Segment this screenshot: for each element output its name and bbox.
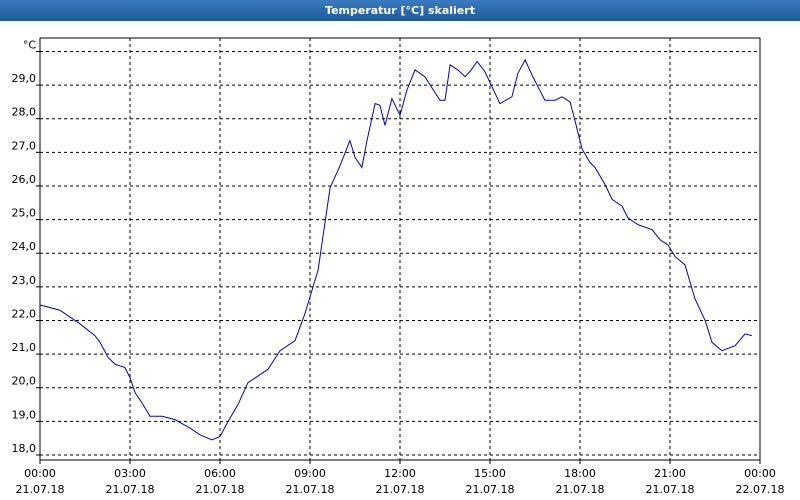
x-tick-date: 21.07.18 xyxy=(16,483,65,496)
x-tick-label: 03:00 xyxy=(114,467,146,480)
title-bar xyxy=(0,0,800,21)
y-tick-label: 22,0 xyxy=(12,307,37,320)
x-tick-date: 22.07.18 xyxy=(736,483,785,496)
x-tick-date: 21.07.18 xyxy=(646,483,695,496)
y-tick-label: 20,0 xyxy=(12,375,37,388)
chart-title: Temperatur [°C] skaliert xyxy=(325,4,475,17)
y-tick-label: 19,0 xyxy=(12,408,37,421)
temperature-line xyxy=(39,58,753,441)
y-tick-label: 18,0 xyxy=(12,442,37,455)
x-tick-label: 06:00 xyxy=(204,467,236,480)
x-tick-label: 15:00 xyxy=(474,467,506,480)
x-tick-label: 00:00 xyxy=(24,467,56,480)
x-tick-label: 12:00 xyxy=(384,467,416,480)
y-tick-label: 23,0 xyxy=(12,274,37,287)
y-tick-label: 21,0 xyxy=(12,341,37,354)
y-tick-label: 29,0 xyxy=(12,72,37,85)
x-tick-label: 18:00 xyxy=(564,467,596,480)
y-tick-label: 27,0 xyxy=(12,139,37,152)
x-tick-date: 21.07.18 xyxy=(556,483,605,496)
x-tick-label: 09:00 xyxy=(294,467,326,480)
x-tick-date: 21.07.18 xyxy=(466,483,515,496)
y-tick-label: 25,0 xyxy=(12,207,37,220)
y-tick-label: 28,0 xyxy=(12,106,37,119)
x-tick-date: 21.07.18 xyxy=(376,483,425,496)
x-tick-label: 21:00 xyxy=(654,467,686,480)
x-tick-date: 21.07.18 xyxy=(196,483,245,496)
x-tick-label: 00:00 xyxy=(744,467,776,480)
y-tick-label: 26,0 xyxy=(12,173,37,186)
x-tick-date: 21.07.18 xyxy=(286,483,335,496)
x-tick-date: 21.07.18 xyxy=(106,483,155,496)
y-tick-label: 24,0 xyxy=(12,240,37,253)
y-tick-label: °C xyxy=(23,38,37,51)
